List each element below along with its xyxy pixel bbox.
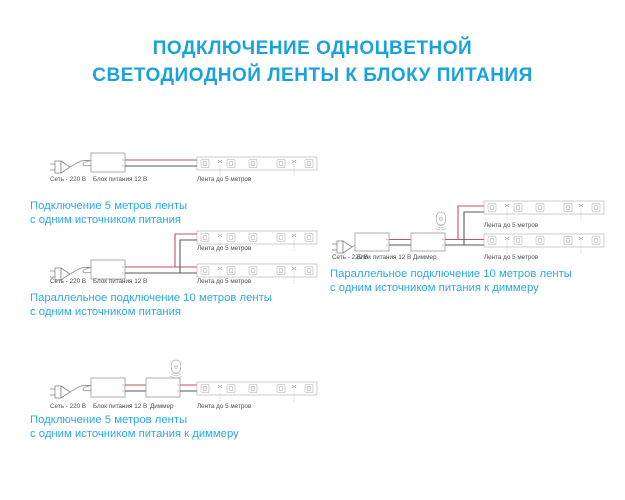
svg-text:Лента до 5 метров: Лента до 5 метров — [197, 278, 252, 285]
svg-text:Лента до 5 метров: Лента до 5 метров — [197, 245, 252, 252]
svg-text:Блок питания 12 В: Блок питания 12 В — [93, 278, 147, 285]
svg-text:Блок питания 12 В: Блок питания 12 В — [357, 254, 411, 261]
svg-text:Блок питания 12 В: Блок питания 12 В — [93, 176, 147, 183]
svg-text:Диммер: Диммер — [150, 403, 174, 410]
svg-text:Блок питания 12 В: Блок питания 12 В — [93, 403, 147, 410]
svg-text:Сеть - 220 В: Сеть - 220 В — [50, 278, 86, 285]
svg-text:Диммер: Диммер — [413, 254, 437, 261]
svg-text:Сеть - 220 В: Сеть - 220 В — [50, 403, 86, 410]
svg-text:Лента до 5 метров: Лента до 5 метров — [484, 254, 539, 261]
svg-text:Лента до 5 метров: Лента до 5 метров — [484, 222, 539, 229]
svg-text:Лента до 5 метров: Лента до 5 метров — [197, 403, 252, 410]
svg-text:Сеть - 220 В: Сеть - 220 В — [50, 176, 86, 183]
svg-text:Лента до 5 метров: Лента до 5 метров — [197, 176, 252, 183]
